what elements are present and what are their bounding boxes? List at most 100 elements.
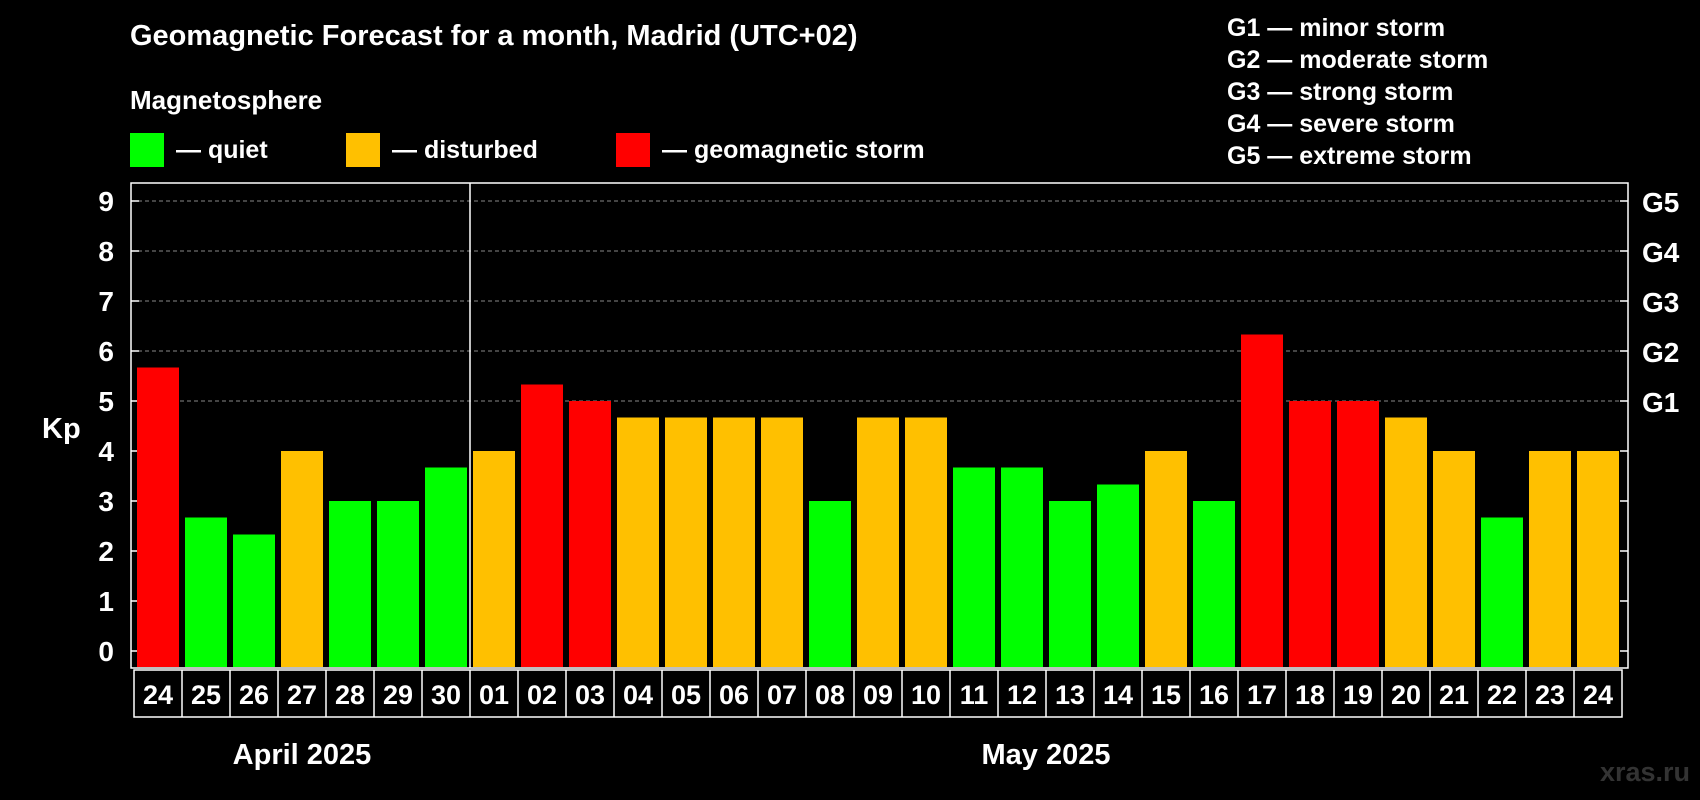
- bar-storm: [1241, 334, 1283, 667]
- x-tick-label: 16: [1199, 680, 1229, 710]
- watermark: xras.ru: [1599, 757, 1690, 787]
- bar-quiet: [809, 501, 851, 667]
- y-axis-label: Kp: [42, 413, 81, 445]
- storm-level-g1: G1 — minor storm: [1227, 14, 1446, 42]
- bar-quiet: [1097, 484, 1139, 667]
- x-tick-label: 19: [1343, 680, 1373, 710]
- bar-disturbed: [761, 417, 803, 667]
- x-tick-label: 03: [575, 680, 605, 710]
- storm-level-g5: G5 — extreme storm: [1227, 142, 1472, 170]
- storm-axis-label-g4: G4: [1642, 237, 1680, 268]
- x-tick-label: 30: [431, 680, 461, 710]
- bar-disturbed: [713, 417, 755, 667]
- x-tick-label: 12: [1007, 680, 1037, 710]
- storm-level-list: G1 — minor storm G2 — moderate storm G3 …: [1227, 12, 1488, 172]
- bar-storm: [1289, 401, 1331, 667]
- x-tick-label: 05: [671, 680, 701, 710]
- bar-disturbed: [1433, 451, 1475, 667]
- bar-disturbed: [857, 417, 899, 667]
- x-tick-label: 07: [767, 680, 797, 710]
- legend-swatch-disturbed: [346, 133, 380, 167]
- x-tick-label: 06: [719, 680, 749, 710]
- storm-axis-label-g1: G1: [1642, 387, 1679, 418]
- legend-item-disturbed: — disturbed: [346, 133, 538, 167]
- storm-level-g2: G2 — moderate storm: [1227, 46, 1489, 74]
- bar-disturbed: [617, 417, 659, 667]
- bar-quiet: [953, 467, 995, 667]
- bar-quiet: [377, 501, 419, 667]
- x-tick-label: 18: [1295, 680, 1325, 710]
- legend-label-storm: — geomagnetic storm: [662, 135, 925, 164]
- day-label-strip: [133, 669, 1623, 718]
- storm-level-g4: G4 — severe storm: [1227, 110, 1455, 138]
- x-tick-label: 02: [527, 680, 557, 710]
- bar-storm: [569, 401, 611, 667]
- bar-disturbed: [1385, 417, 1427, 667]
- x-tick-label: 04: [623, 680, 653, 710]
- y-tick-label: 2: [98, 536, 114, 567]
- legend-item-storm: — geomagnetic storm: [616, 133, 925, 167]
- x-tick-label: 25: [191, 680, 221, 710]
- chart-title: Geomagnetic Forecast for a month, Madrid…: [130, 20, 858, 52]
- x-tick-label: 28: [335, 680, 365, 710]
- bar-disturbed: [1529, 451, 1571, 667]
- x-tick-label: 10: [911, 680, 941, 710]
- month-label: May 2025: [982, 739, 1111, 771]
- plot-frame: [130, 182, 1629, 669]
- bar-disturbed: [281, 451, 323, 667]
- y-tick-label: 7: [98, 286, 114, 317]
- x-tick-label: 20: [1391, 680, 1421, 710]
- storm-axis-label-g5: G5: [1642, 187, 1679, 218]
- bar-quiet: [185, 517, 227, 667]
- bar-quiet: [1193, 501, 1235, 667]
- legend-swatch-storm: [616, 133, 650, 167]
- storm-level-g3: G3 — strong storm: [1227, 78, 1454, 106]
- x-tick-label: 21: [1439, 680, 1469, 710]
- legend-swatch-quiet: [130, 133, 164, 167]
- legend-title: Magnetosphere: [130, 85, 323, 115]
- x-tick-label: 29: [383, 680, 413, 710]
- y-tick-label: 5: [98, 386, 114, 417]
- x-tick-label: 09: [863, 680, 893, 710]
- y-tick-label: 8: [98, 236, 114, 267]
- bar-storm: [521, 384, 563, 667]
- bar-quiet: [233, 534, 275, 667]
- x-tick-label: 08: [815, 680, 845, 710]
- x-tick-label: 27: [287, 680, 317, 710]
- x-tick-label: 26: [239, 680, 269, 710]
- bar-quiet: [1481, 517, 1523, 667]
- bar-disturbed: [905, 417, 947, 667]
- bar-quiet: [1001, 467, 1043, 667]
- bar-storm: [1337, 401, 1379, 667]
- y-tick-label: 4: [98, 436, 114, 467]
- x-tick-label: 24: [1583, 680, 1613, 710]
- bar-disturbed: [665, 417, 707, 667]
- y-tick-label: 3: [98, 486, 114, 517]
- x-tick-label: 23: [1535, 680, 1565, 710]
- bar-quiet: [1049, 501, 1091, 667]
- x-tick-label: 15: [1151, 680, 1181, 710]
- bar-disturbed: [1145, 451, 1187, 667]
- month-label: April 2025: [233, 739, 372, 771]
- x-tick-label: 14: [1103, 680, 1133, 710]
- x-tick-label: 11: [960, 680, 989, 710]
- y-tick-label: 9: [98, 186, 114, 217]
- bar-quiet: [425, 467, 467, 667]
- bar-disturbed: [473, 451, 515, 667]
- y-tick-label: 0: [98, 636, 114, 667]
- x-tick-label: 13: [1055, 680, 1085, 710]
- legend-label-disturbed: — disturbed: [392, 135, 538, 164]
- storm-axis-label-g3: G3: [1642, 287, 1679, 318]
- x-tick-label: 24: [143, 680, 173, 710]
- x-tick-label: 01: [479, 680, 509, 710]
- x-tick-label: 22: [1487, 680, 1517, 710]
- bar-storm: [137, 367, 179, 667]
- bar-disturbed: [1577, 451, 1619, 667]
- y-tick-label: 1: [98, 586, 114, 617]
- x-tick-label: 17: [1247, 680, 1277, 710]
- y-tick-label: 6: [98, 336, 114, 367]
- legend-label-quiet: — quiet: [176, 135, 268, 164]
- storm-axis-label-g2: G2: [1642, 337, 1679, 368]
- legend-item-quiet: — quiet: [130, 133, 268, 167]
